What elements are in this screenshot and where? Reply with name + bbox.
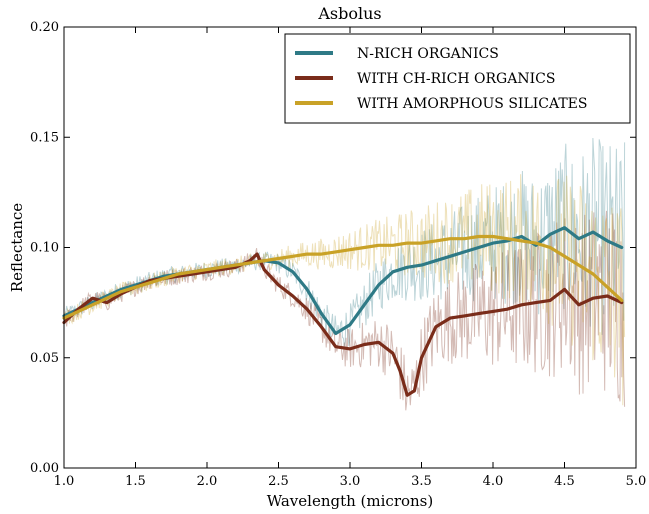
- series-line-2: [62, 234, 624, 320]
- y-axis-label: Reflectance: [8, 203, 26, 292]
- y-tick-label: 0.10: [30, 241, 59, 256]
- x-tick-label: 3.0: [340, 474, 361, 489]
- y-tick-label: 0.20: [30, 20, 59, 35]
- legend-box: [284, 33, 631, 124]
- x-tick-label: 1.0: [54, 474, 75, 489]
- ticks-layer: 1.0 1.5 2.0 2.5 3.0 3.5 4.0 4.5 5.0 0.00 0.05 0.10 0…: [30, 20, 646, 489]
- x-tick-label: 2.0: [197, 474, 218, 489]
- x-tick-label: 4.5: [554, 474, 575, 489]
- series-layer: [62, 226, 624, 397]
- chart-title: Asbolus: [317, 4, 381, 23]
- series-noise-0: [63, 137, 626, 347]
- x-tick-label: 5.0: [626, 474, 647, 489]
- x-tick-label: 1.5: [125, 474, 146, 489]
- legend-label-2: WITH AMORPHOUS SILICATES: [357, 96, 587, 112]
- y-tick-label: 0.05: [30, 351, 59, 366]
- x-tick-label: 4.0: [483, 474, 504, 489]
- x-tick-label: 3.5: [411, 474, 432, 489]
- legend-label-0: N-RICH ORGANICS: [357, 46, 499, 62]
- y-tick-label: 0.15: [30, 130, 59, 145]
- x-tick-label: 2.5: [268, 474, 289, 489]
- legend-label-1: WITH CH-RICH ORGANICS: [357, 71, 555, 87]
- y-tick-label: 0.00: [30, 461, 59, 476]
- x-axis-label: Wavelength (microns): [267, 492, 434, 510]
- legend: N-RICH ORGANICS WITH CH-RICH ORGANICS WITH…: [284, 33, 631, 124]
